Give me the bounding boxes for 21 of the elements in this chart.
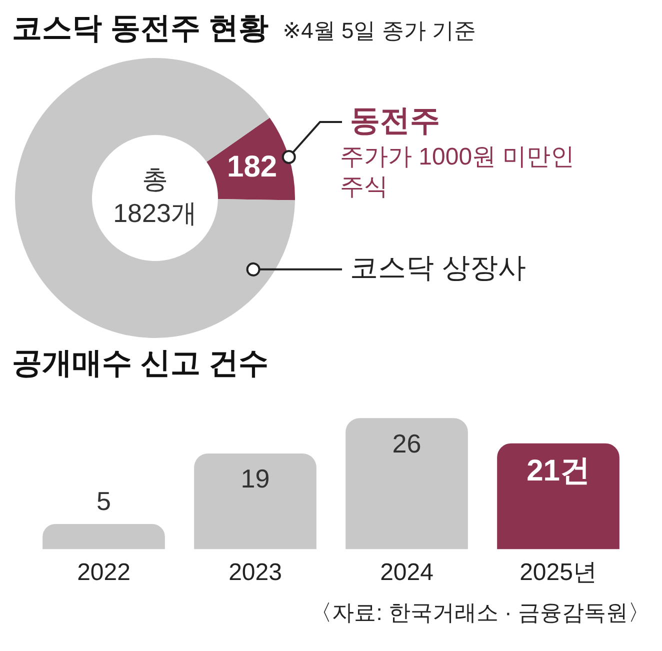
bar (194, 453, 316, 550)
bar (346, 418, 468, 550)
slice-label: 코스닥 상장사 (350, 252, 526, 284)
data-label: 19 (240, 464, 270, 494)
text: 〈자료: 한국거래소 · 금융감독원〉 (309, 599, 651, 627)
chart-subtitle: ※4월 5일 종가 기준 (282, 17, 476, 45)
chart-title: 공개매수 신고 건수 (12, 346, 269, 382)
text: 주가가 1000원 미만인 주식 (340, 144, 575, 201)
data-label: 21건 (526, 454, 590, 488)
slice-label: 동전주 (350, 104, 440, 138)
data-label: 26 (392, 428, 422, 458)
bar (42, 524, 165, 550)
text: 총 1823개 (113, 164, 197, 228)
x-tick-label: 2022 (77, 559, 130, 586)
x-tick-label: 2025년 (520, 559, 597, 586)
x-tick-label: 2024 (380, 559, 434, 586)
chart-title: 코스닥 동전주 현황 (12, 11, 269, 47)
data-label: 5 (96, 486, 111, 516)
x-tick-label: 2023 (228, 559, 282, 586)
bar (497, 443, 620, 550)
data-label: 182 (227, 150, 278, 184)
